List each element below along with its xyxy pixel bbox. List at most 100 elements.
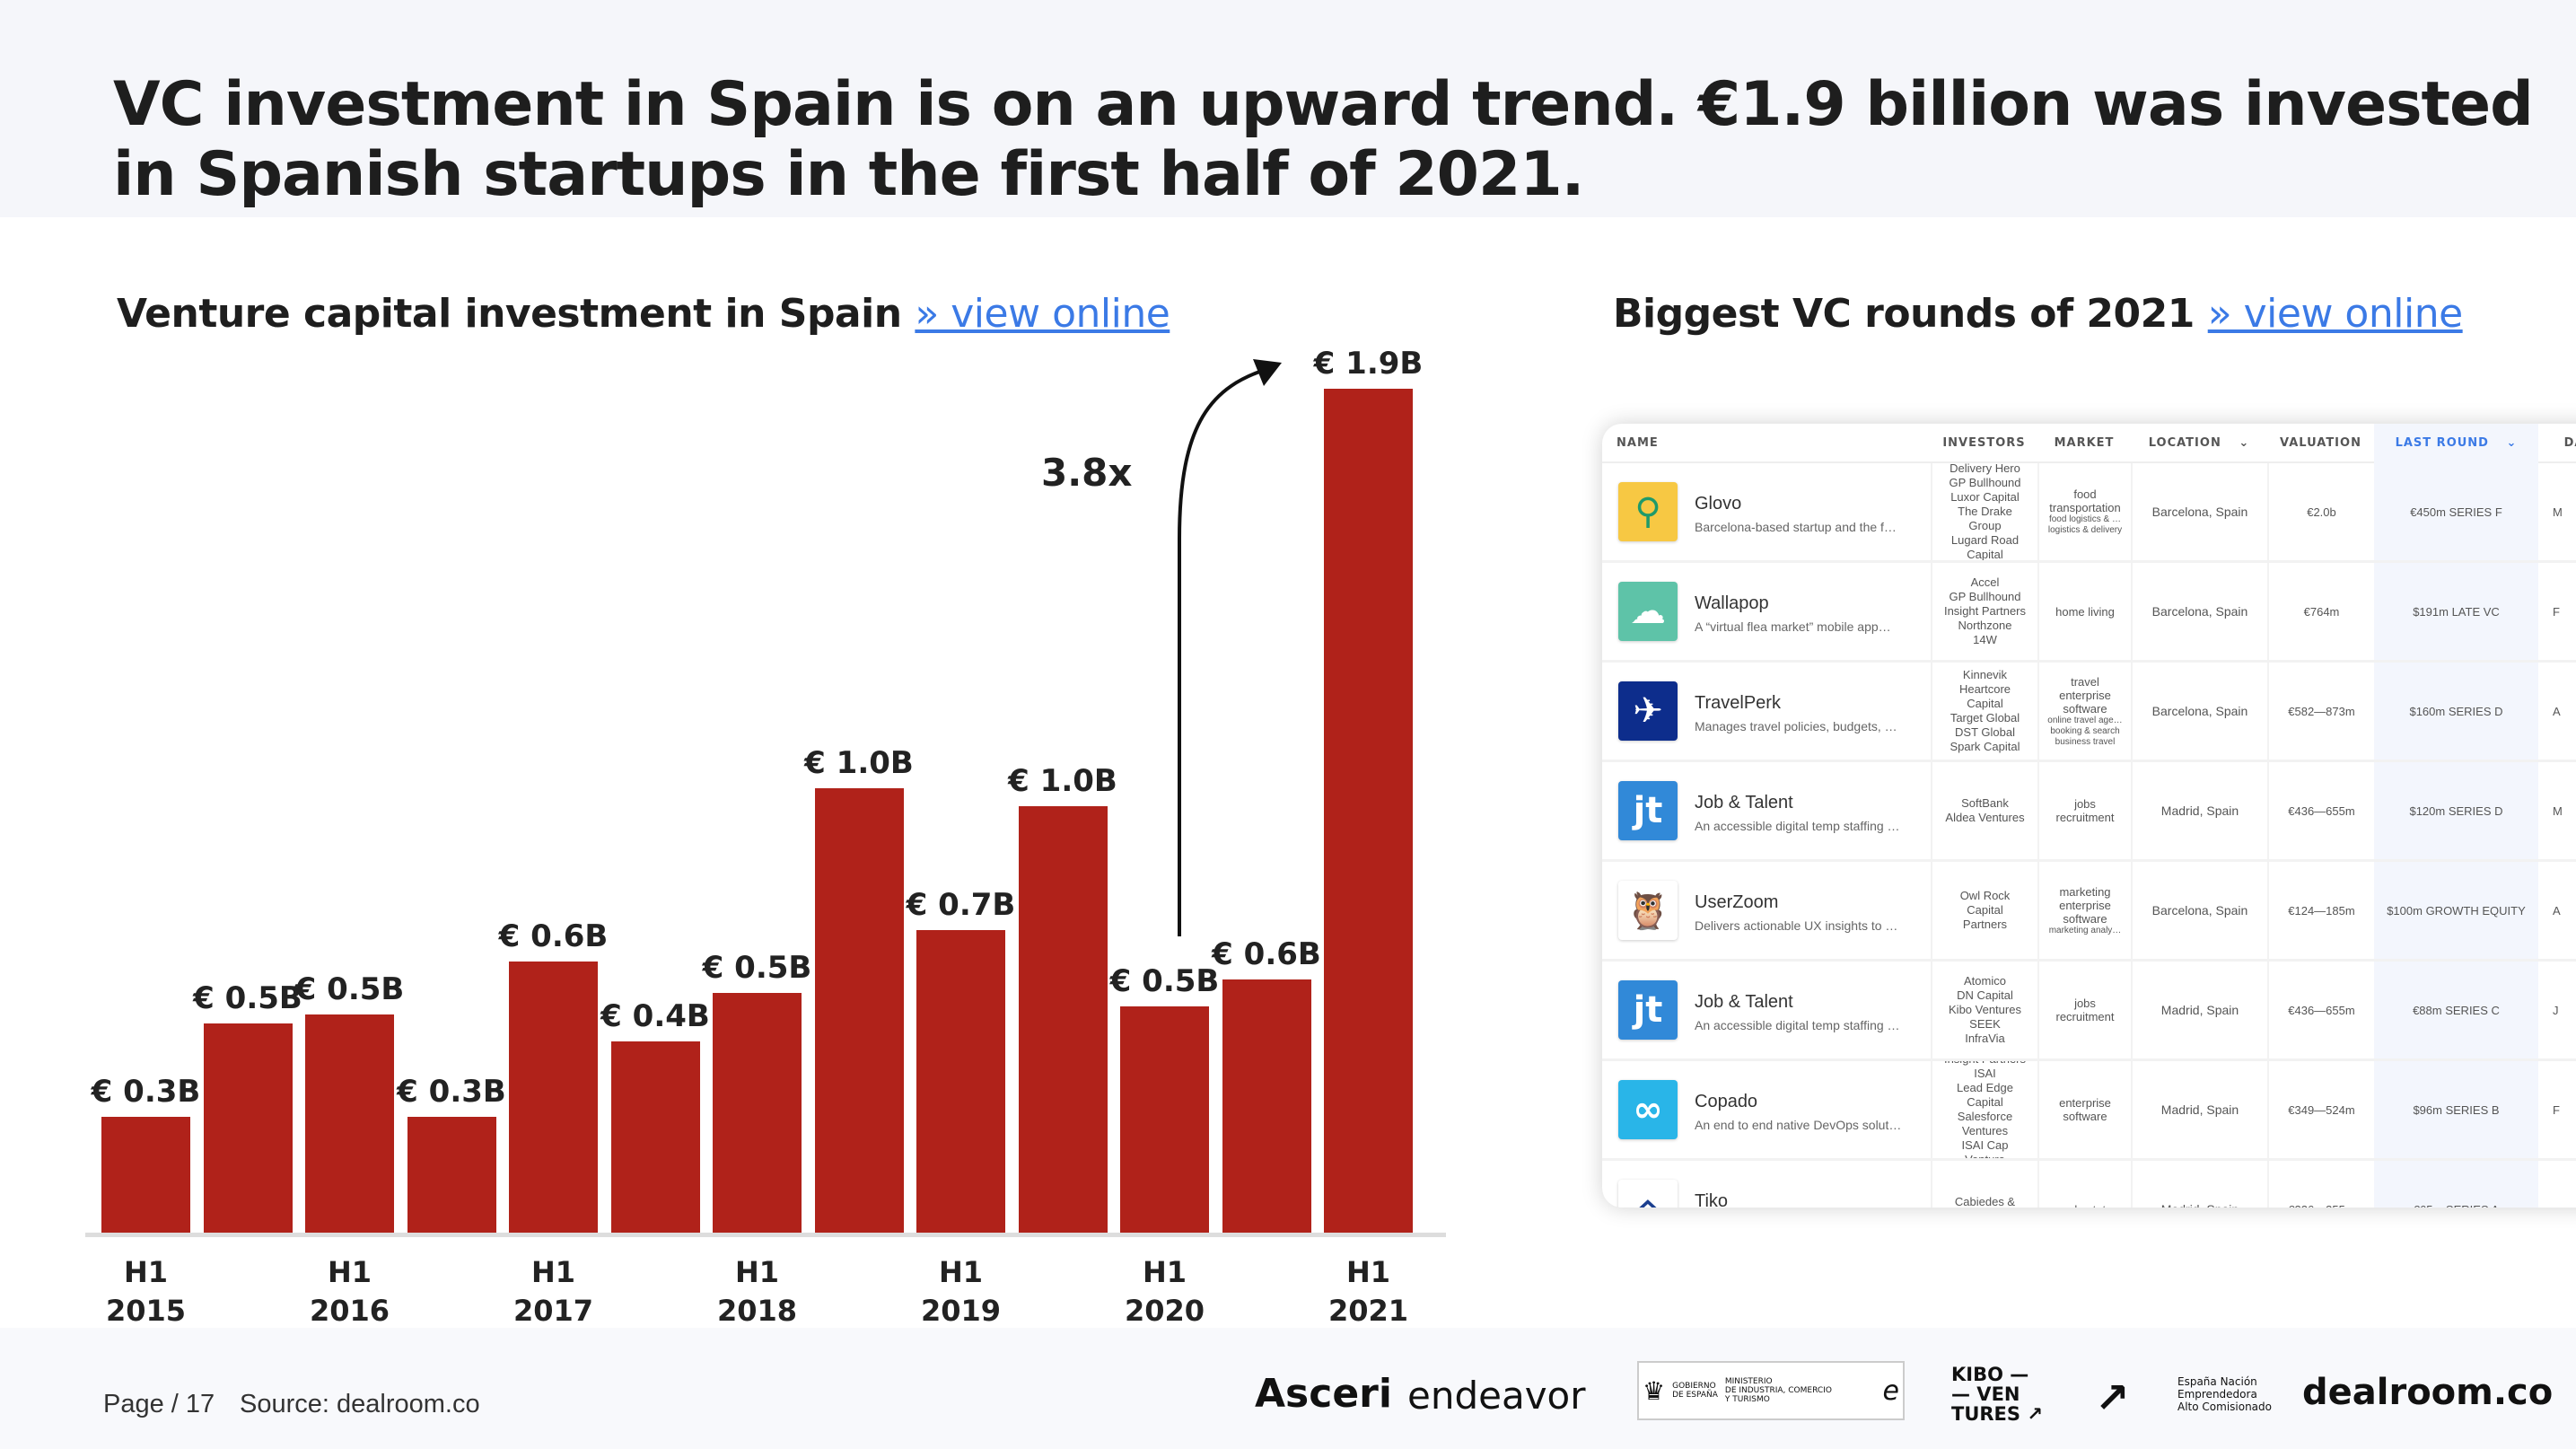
chevron-down-icon[interactable]: ⌄ xyxy=(2239,436,2250,450)
column-header-last-round[interactable]: LAST ROUND ⌄ xyxy=(2374,424,2538,463)
market: home living xyxy=(2055,604,2115,619)
investor[interactable]: Lugard Road xyxy=(1950,533,2020,547)
date-cell: F xyxy=(2538,563,2576,660)
column-header-market[interactable]: MARKET xyxy=(2037,424,2131,463)
investors-cell: Owl Rock Capital Partners xyxy=(1931,862,2037,959)
investor[interactable]: Spark Capital xyxy=(1950,740,2020,753)
investor[interactable]: ISAI xyxy=(1974,1067,1996,1080)
investor[interactable]: Salesforce xyxy=(1957,1110,2013,1123)
table-row[interactable]: $120m SERIES D jt Job & Talent An accessibl… xyxy=(1602,762,2576,862)
valuation-cell: €436—655m xyxy=(2267,962,2374,1058)
market-sub: online travel age… xyxy=(2047,715,2123,725)
x-tick-year: 2020 xyxy=(1124,1294,1205,1328)
company-description: Barcelona-based startup and the f… xyxy=(1695,520,1897,534)
x-tick-year: 2016 xyxy=(309,1294,390,1328)
date: A xyxy=(2553,903,2561,918)
x-tick-label: H1 2015 xyxy=(74,1253,218,1330)
table-row[interactable]: €88m SERIES C jt Job & Talent An accessible… xyxy=(1602,962,2576,1061)
investor[interactable]: DST Global xyxy=(1955,725,2015,739)
investor[interactable]: Lead Edge xyxy=(1957,1081,2013,1094)
investor[interactable]: 14W xyxy=(1973,633,1997,646)
column-header-da[interactable]: DA xyxy=(2538,424,2576,463)
table-row[interactable]: €65m SERIES A ⌂ Tiko Cabiedes &Partners real… xyxy=(1602,1161,2576,1208)
table-row[interactable]: $160m SERIES D ✈ TravelPerk Manages travel … xyxy=(1602,663,2576,762)
investor[interactable]: Delivery Hero xyxy=(1950,463,2020,475)
investor[interactable]: Accel xyxy=(1970,575,2000,589)
market: real estate xyxy=(2058,1203,2113,1208)
investor[interactable]: Capital xyxy=(1967,697,2003,710)
investor[interactable]: Owl Rock xyxy=(1959,889,2011,902)
company-description: An accessible digital temp staffing … xyxy=(1695,1018,1900,1032)
table-row[interactable]: $100m GROWTH EQUITY 🦉 UserZoom Delivers act… xyxy=(1602,862,2576,962)
investor[interactable]: Partners xyxy=(1962,918,2008,931)
investor[interactable]: Aldea Ventures xyxy=(1945,811,2025,824)
x-tick-half: H1 xyxy=(123,1255,169,1289)
table-row[interactable]: €450m SERIES F ⚲ Glovo Barcelona-based star… xyxy=(1602,463,2576,563)
view-online-link[interactable]: » view online xyxy=(2207,291,2463,337)
investor[interactable]: Capital xyxy=(1967,903,2003,917)
last-round-cell: $96m SERIES B xyxy=(2374,1061,2538,1158)
investor[interactable]: Luxor Capital xyxy=(1950,490,2020,504)
company-name[interactable]: Job & Talent xyxy=(1695,992,1793,1012)
company-name[interactable]: TravelPerk xyxy=(1695,693,1781,713)
investor[interactable]: Heartcore xyxy=(1958,682,2011,696)
valuation: €582—873m xyxy=(2288,704,2355,718)
bar-h1-2019 xyxy=(916,930,1005,1233)
column-header-label: VALUATION xyxy=(2280,436,2361,450)
company-description: Delivers actionable UX insights to … xyxy=(1695,918,1898,933)
market-cell: jobs recruitment xyxy=(2037,762,2131,859)
company-name[interactable]: Wallapop xyxy=(1695,593,1769,613)
x-tick-label: H1 2017 xyxy=(482,1253,626,1330)
chart-subtitle-text: Venture capital investment in Spain xyxy=(117,291,902,337)
company-name[interactable]: Copado xyxy=(1695,1092,1758,1111)
x-tick-half: H1 xyxy=(1345,1255,1391,1289)
investor[interactable]: GP Bullhound xyxy=(1949,476,2021,489)
investor[interactable]: Target Global xyxy=(1950,711,2020,724)
bar-value-label: € 1.0B xyxy=(804,745,914,781)
investor[interactable]: Insight Partners xyxy=(1944,1061,2026,1067)
table-row[interactable]: $96m SERIES B ∞ Copado An end to end native… xyxy=(1602,1061,2576,1161)
table-subtitle-text: Biggest VC rounds of 2021 xyxy=(1613,291,2195,337)
date: F xyxy=(2553,604,2560,619)
investor[interactable]: Group xyxy=(1968,519,2002,532)
investor[interactable]: Venture xyxy=(1965,1153,2005,1158)
source-text: Source: dealroom.co xyxy=(240,1390,480,1418)
column-header-valuation[interactable]: VALUATION xyxy=(2267,424,2374,463)
company-description: A “virtual flea market” mobile app… xyxy=(1695,619,1891,634)
investor[interactable]: DN Capital xyxy=(1957,988,2013,1002)
column-header-investors[interactable]: INVESTORS xyxy=(1931,424,2037,463)
growth-arrow-icon xyxy=(1178,359,1282,936)
investor[interactable]: Capital xyxy=(1967,1095,2003,1109)
investor[interactable]: Northzone xyxy=(1958,619,2012,632)
company-name[interactable]: Job & Talent xyxy=(1695,793,1793,812)
house-icon: ⌂ xyxy=(1618,1180,1678,1208)
chevron-down-icon[interactable]: ⌄ xyxy=(2506,436,2518,450)
valuation-cell: €349—524m xyxy=(2267,1061,2374,1158)
investor[interactable]: Atomico xyxy=(1964,974,2006,988)
investor[interactable]: Cabiedes & xyxy=(1954,1195,2016,1208)
location-cell: Madrid, Spain xyxy=(2131,762,2267,859)
investor[interactable]: Ventures xyxy=(1961,1124,2009,1137)
company-name[interactable]: Tiko xyxy=(1695,1191,1729,1208)
date: M xyxy=(2553,804,2563,818)
investor[interactable]: Kinnevik xyxy=(1962,668,2008,681)
column-header-name[interactable]: NAME xyxy=(1602,424,1931,463)
company-name[interactable]: Glovo xyxy=(1695,494,1742,514)
valuation: €436—655m xyxy=(2288,804,2355,818)
view-online-link[interactable]: » view online xyxy=(915,291,1170,337)
investor[interactable]: ISAI Cap xyxy=(1961,1138,2009,1152)
investor[interactable]: Kibo Ventures xyxy=(1949,1003,2021,1016)
investor[interactable]: Insight Partners xyxy=(1943,604,2027,618)
investor[interactable]: SEEK xyxy=(1969,1017,2001,1031)
last-round-cell: $120m SERIES D xyxy=(2374,762,2538,859)
company-name[interactable]: UserZoom xyxy=(1695,892,1779,912)
investor[interactable]: Capital xyxy=(1967,548,2003,560)
bar-h1-2021 xyxy=(1324,388,1413,1233)
column-header-location[interactable]: LOCATION ⌄ xyxy=(2131,424,2267,463)
market: jobs xyxy=(2074,797,2096,811)
investor[interactable]: The Drake xyxy=(1958,505,2012,518)
table-row[interactable]: $191m LATE VC ☁ Wallapop A “virtual flea ma… xyxy=(1602,563,2576,663)
investor[interactable]: InfraVia xyxy=(1965,1032,2005,1045)
investor[interactable]: SoftBank xyxy=(1961,796,2009,810)
investor[interactable]: GP Bullhound xyxy=(1949,590,2021,603)
